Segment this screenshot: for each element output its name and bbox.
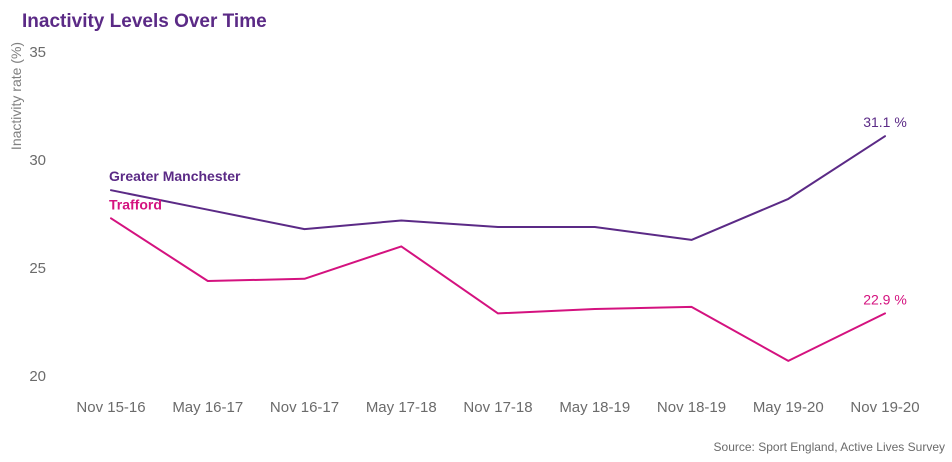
x-tick-label: May 16-17 <box>172 399 243 416</box>
series-labels: Greater Manchester Trafford <box>109 168 241 212</box>
series-label-trafford: Trafford <box>109 196 162 212</box>
series-line-greater-manchester <box>110 135 886 241</box>
x-tick-label: Nov 17-18 <box>463 399 532 416</box>
y-axis-ticks: 20 25 30 35 <box>29 44 46 385</box>
x-tick-label: May 18-19 <box>559 399 630 416</box>
chart-title: Inactivity Levels Over Time <box>22 11 267 32</box>
x-tick-label: Nov 15-16 <box>76 399 145 416</box>
y-axis-label: Inactivity rate (%) <box>8 42 24 150</box>
x-tick-label: May 17-18 <box>366 399 437 416</box>
end-labels: 31.1 % 22.9 % <box>863 114 907 307</box>
y-tick-label: 20 <box>29 368 46 385</box>
x-tick-label: May 19-20 <box>753 399 824 416</box>
end-value-label-trafford: 22.9 % <box>863 291 907 307</box>
y-tick-label: 25 <box>29 260 46 277</box>
x-tick-label: Nov 19-20 <box>850 399 919 416</box>
end-value-label-greater-manchester: 31.1 % <box>863 114 907 130</box>
x-tick-label: Nov 18-19 <box>657 399 726 416</box>
y-tick-label: 35 <box>29 44 46 61</box>
series-line-trafford <box>110 217 886 362</box>
y-tick-label: 30 <box>29 152 46 169</box>
x-tick-label: Nov 16-17 <box>270 399 339 416</box>
series-lines <box>110 135 886 362</box>
source-note: Source: Sport England, Active Lives Surv… <box>714 440 945 454</box>
series-label-greater-manchester: Greater Manchester <box>109 168 241 184</box>
x-axis-ticks: Nov 15-16 May 16-17 Nov 16-17 May 17-18 Nov … <box>76 399 919 416</box>
